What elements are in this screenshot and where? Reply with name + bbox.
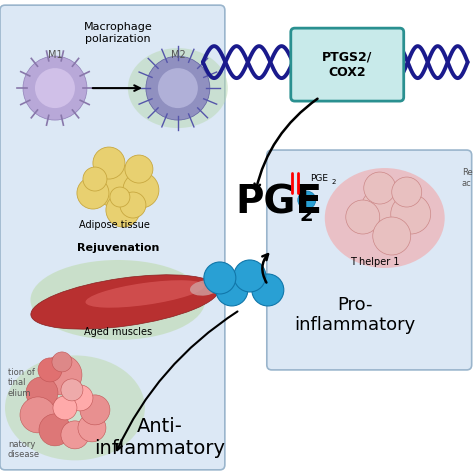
Circle shape [38, 358, 62, 382]
Text: PGE: PGE [236, 183, 323, 221]
Circle shape [26, 377, 58, 409]
Circle shape [125, 155, 153, 183]
Text: Anti-
inflammatory: Anti- inflammatory [94, 418, 226, 458]
Circle shape [298, 191, 316, 209]
Circle shape [78, 414, 106, 442]
Circle shape [346, 200, 380, 234]
Circle shape [204, 262, 236, 294]
FancyBboxPatch shape [267, 150, 472, 370]
Ellipse shape [128, 48, 228, 128]
Circle shape [110, 187, 130, 207]
Circle shape [234, 260, 266, 292]
Circle shape [146, 56, 210, 120]
Text: Rejuvenation: Rejuvenation [77, 243, 159, 253]
Circle shape [42, 355, 82, 395]
Circle shape [158, 68, 198, 108]
Text: M1: M1 [48, 50, 62, 60]
Text: tion of
tinal
elium: tion of tinal elium [8, 368, 35, 398]
Circle shape [216, 274, 248, 306]
Circle shape [77, 177, 109, 209]
Circle shape [120, 192, 146, 218]
Text: PTGS2/
COX2: PTGS2/ COX2 [322, 51, 373, 79]
Text: PGE: PGE [310, 173, 328, 182]
Text: T helper 1: T helper 1 [350, 257, 400, 267]
Ellipse shape [190, 280, 220, 296]
Text: natory
disease: natory disease [8, 440, 40, 459]
Text: M2: M2 [171, 50, 185, 60]
Text: 2: 2 [300, 206, 313, 225]
Text: 2: 2 [332, 179, 336, 185]
Circle shape [23, 56, 87, 120]
Circle shape [80, 395, 110, 425]
FancyBboxPatch shape [0, 5, 225, 470]
Circle shape [364, 172, 396, 204]
Text: Macrophage
polarization: Macrophage polarization [83, 22, 152, 44]
Circle shape [123, 172, 159, 208]
Circle shape [392, 177, 422, 207]
Circle shape [106, 193, 140, 227]
FancyBboxPatch shape [291, 28, 404, 101]
Text: Adipose tissue: Adipose tissue [80, 220, 150, 230]
Circle shape [93, 163, 137, 207]
Circle shape [252, 274, 284, 306]
Circle shape [83, 167, 107, 191]
Text: Aged muscles: Aged muscles [84, 327, 152, 337]
Text: Pro-
inflammatory: Pro- inflammatory [294, 296, 415, 334]
Ellipse shape [325, 168, 445, 268]
Circle shape [61, 421, 89, 449]
Text: Re
ac: Re ac [462, 168, 473, 188]
Circle shape [93, 147, 125, 179]
Circle shape [61, 379, 83, 401]
Circle shape [20, 397, 56, 433]
Circle shape [373, 217, 410, 255]
Ellipse shape [30, 260, 205, 340]
Circle shape [52, 352, 72, 372]
Ellipse shape [5, 356, 145, 460]
Circle shape [35, 68, 75, 108]
Circle shape [361, 186, 409, 234]
Ellipse shape [85, 280, 204, 308]
Ellipse shape [31, 275, 219, 329]
Circle shape [53, 396, 77, 420]
Circle shape [391, 194, 431, 234]
Circle shape [67, 385, 93, 411]
Circle shape [39, 414, 71, 446]
